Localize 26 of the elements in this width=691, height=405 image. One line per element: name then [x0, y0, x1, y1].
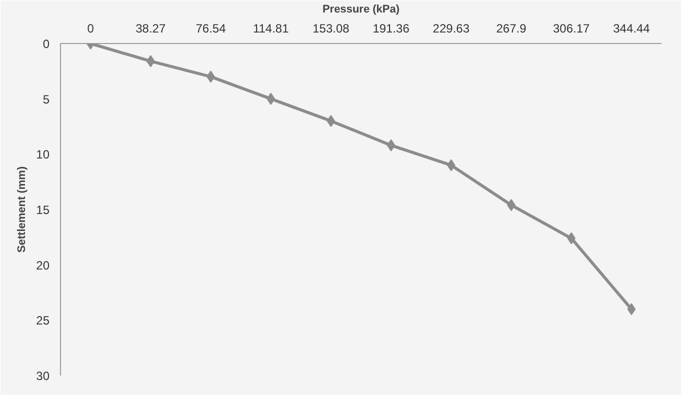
- x-axis-title: Pressure (kPa): [322, 4, 400, 16]
- point: [567, 232, 576, 244]
- x-tick-label: 114.81: [252, 22, 290, 36]
- x-tick-label: 191.36: [372, 22, 410, 36]
- x-tick-label: 306.17: [553, 22, 590, 36]
- y-tick-label: 10: [36, 148, 50, 162]
- point: [326, 114, 336, 127]
- point: [266, 92, 276, 105]
- y-tick-label: 25: [36, 314, 50, 328]
- y-tick-label: 0: [42, 37, 50, 51]
- y-tick-label: 15: [36, 203, 50, 217]
- point: [146, 55, 155, 68]
- point: [446, 159, 456, 172]
- point: [627, 303, 636, 316]
- x-tick-label: 153.08: [312, 22, 350, 36]
- y-axis-title: Settlement (mm): [16, 166, 28, 253]
- x-tick-label: 38.27: [136, 22, 166, 36]
- y-tick-label: 30: [36, 369, 50, 383]
- y-tick-label: 20: [36, 258, 50, 272]
- x-tick-label: 76.54: [196, 22, 226, 36]
- y-tick-label: 5: [42, 92, 50, 106]
- x-tick-label: 0: [87, 22, 94, 36]
- point: [386, 139, 396, 152]
- x-tick-label: 229.63: [432, 22, 470, 36]
- x-tick-label: 267.9: [496, 22, 527, 36]
- x-tick-label: 344.44: [613, 22, 650, 36]
